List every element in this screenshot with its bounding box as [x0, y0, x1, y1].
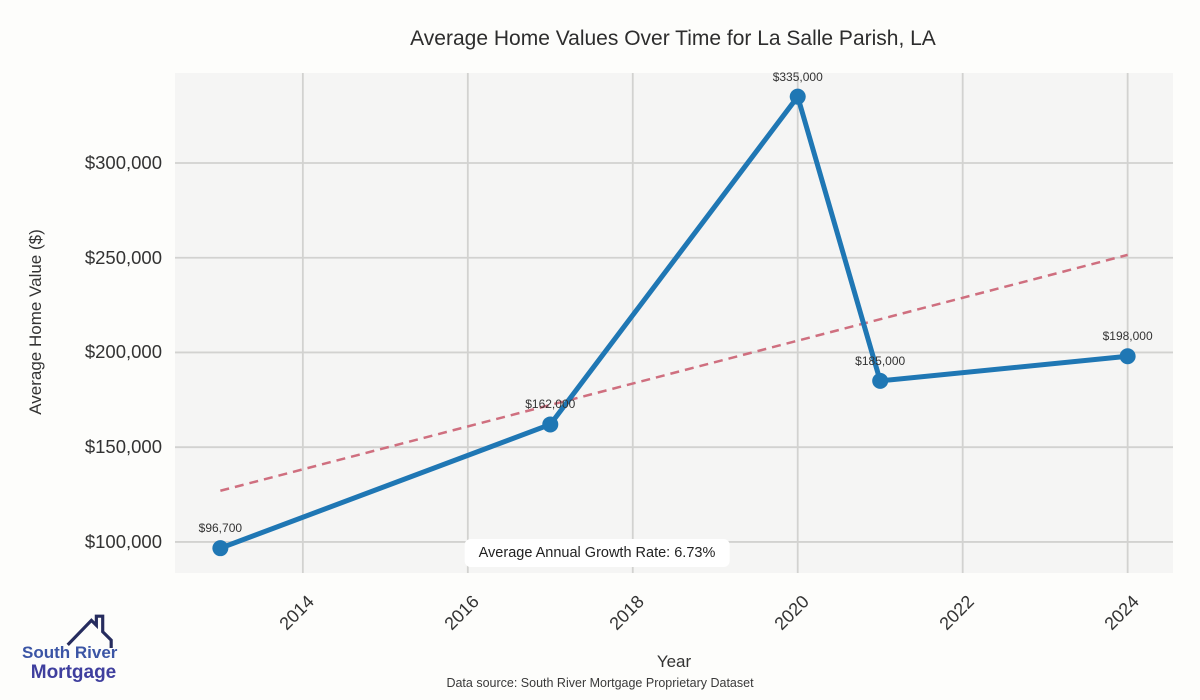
point-value-label: $185,000 [855, 353, 906, 368]
y-tick-label: $200,000 [84, 341, 162, 363]
y-tick-label: $300,000 [84, 151, 162, 173]
y-tick-label: $150,000 [84, 436, 162, 458]
data-point-marker [1119, 348, 1136, 365]
data-point-marker [789, 88, 806, 105]
data-source-caption: Data source: South River Mortgage Propri… [446, 676, 754, 690]
point-value-label: $335,000 [772, 69, 823, 84]
plot-background [175, 73, 1173, 573]
point-value-label: $198,000 [1102, 329, 1153, 344]
data-point-marker [542, 416, 559, 433]
data-point-marker [872, 372, 889, 389]
x-axis-label: Year [656, 652, 692, 671]
point-value-label: $162,000 [525, 397, 576, 412]
y-tick-label: $250,000 [84, 246, 162, 268]
data-point-marker [212, 540, 229, 557]
chart-title: Average Home Values Over Time for La Sal… [410, 27, 936, 50]
y-tick-label: $100,000 [84, 530, 162, 552]
point-value-label: $96,700 [198, 521, 243, 536]
logo-text-line2: Mortgage [30, 662, 117, 683]
growth-rate-annotation: Average Annual Growth Rate: 6.73% [464, 539, 730, 567]
logo-text-line1: South River [22, 643, 118, 662]
house-roof-icon [66, 614, 113, 648]
trend-line [220, 253, 1128, 492]
south-river-mortgage-logo: South River Mortgage [22, 612, 142, 690]
